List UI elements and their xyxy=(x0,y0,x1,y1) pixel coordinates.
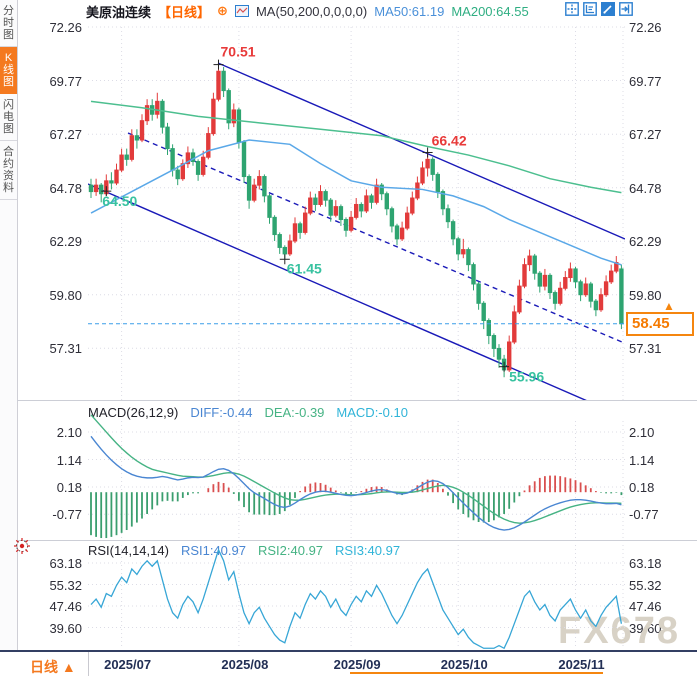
collapse-tool-icon[interactable] xyxy=(619,2,633,16)
period-tag: 【日线】 xyxy=(158,4,211,20)
y-axis-tick-label: 69.77 xyxy=(49,73,82,89)
price-annotation: 64.50 xyxy=(101,186,138,209)
y-axis-tick-label: 72.26 xyxy=(629,20,662,35)
price-up-arrow-icon: ▲ xyxy=(663,299,675,313)
chart-toolbar xyxy=(565,2,633,16)
y-axis-tick-label: 39.60 xyxy=(49,620,82,636)
scale-tool-icon[interactable] xyxy=(583,2,597,16)
y-axis-tick-label: 2.10 xyxy=(629,425,655,441)
rsi-title[interactable]: RSI(14,14,14) xyxy=(88,543,169,558)
price-annotation: 61.45 xyxy=(279,254,322,276)
y-axis-tick-label: 55.32 xyxy=(49,577,82,593)
main-candlestick-chart[interactable]: 70.51 66.42 64.50 61.45 55.96 xyxy=(88,20,625,400)
rsi3-value: RSI3:40.97 xyxy=(335,543,401,558)
trendline xyxy=(217,62,625,240)
watermark-logo: FX678 xyxy=(558,610,680,652)
y-axis-tick-label: 63.18 xyxy=(49,556,82,571)
rsi-indicator-settings-icon[interactable] xyxy=(13,537,31,555)
y-axis-tick-label: 62.29 xyxy=(629,234,662,250)
price-annotation: 70.51 xyxy=(213,44,256,70)
y-axis-tick-label: 67.27 xyxy=(49,127,82,143)
panel-divider-rsi[interactable] xyxy=(17,540,697,541)
macd-title[interactable]: MACD(26,12,9) xyxy=(88,405,179,420)
macd-histogram xyxy=(90,475,623,539)
y-axis-tick-label: 2.10 xyxy=(56,425,82,441)
y-axis-tick-label: 1.14 xyxy=(629,452,655,468)
gridlines xyxy=(88,421,625,538)
macd-dea-value: DEA:-0.39 xyxy=(264,405,325,420)
sidebar-item-kline-chart[interactable]: K线图 xyxy=(0,47,17,94)
bottom-bar-separator xyxy=(88,652,89,676)
y-axis-tick-label: 59.80 xyxy=(629,287,662,303)
y-axis-tick-label: 63.18 xyxy=(629,556,662,571)
y-axis-tick-label: 0.18 xyxy=(56,480,82,496)
period-selector[interactable]: 日线 ▲ xyxy=(30,659,76,675)
price-annotation: 55.96 xyxy=(499,361,544,385)
ma-settings-label[interactable]: MA(50,200,0,0,0,0) xyxy=(255,3,368,19)
panel-divider-macd[interactable] xyxy=(17,400,697,401)
overlay-compare-icon[interactable]: ⊕ xyxy=(217,3,228,18)
y-axis-tick-label: 64.78 xyxy=(49,180,82,196)
sidebar: 分时图 K线图 闪电图 合约资料 xyxy=(0,0,18,676)
y-axis-tick-label: 67.27 xyxy=(629,127,662,143)
crosshair-tool-icon[interactable] xyxy=(565,2,579,16)
y-axis-tick-label: 1.14 xyxy=(56,452,82,468)
ma50-value-label: MA50:61.19 xyxy=(374,3,445,19)
y-axis-tick-label: -0.77 xyxy=(629,507,659,523)
y-axis-tick-label: 47.46 xyxy=(49,599,82,614)
x-axis-label: 2025/08 xyxy=(221,657,269,672)
svg-text:66.42: 66.42 xyxy=(432,132,467,148)
rsi1-value: RSI1:40.97 xyxy=(180,543,246,558)
y-axis-tick-label: 39.60 xyxy=(629,620,662,636)
x-axis-label: 2025/07 xyxy=(104,657,152,672)
ma-indicator-icon[interactable] xyxy=(234,5,249,17)
x-axis-label: 2025/09 xyxy=(333,657,381,672)
svg-text:61.45: 61.45 xyxy=(287,260,322,276)
macd-diff-value: DIFF:-0.44 xyxy=(190,405,253,420)
macd-header: MACD(26,12,9) DIFF:-0.44 DEA:-0.39 MACD:… xyxy=(88,405,408,420)
y-axis-tick-label: -0.77 xyxy=(52,507,82,523)
rsi-header: RSI(14,14,14) RSI1:40.97 RSI2:40.97 RSI3… xyxy=(88,543,401,558)
y-axis-tick-label: 72.26 xyxy=(49,20,82,35)
symbol-name: 美原油连续 xyxy=(86,4,152,20)
x-axis-label: 2025/10 xyxy=(440,657,488,672)
y-axis-tick-label: 57.31 xyxy=(629,341,662,357)
y-axis-tick-label: 0.18 xyxy=(629,480,655,496)
y-axis-tick-label: 59.80 xyxy=(49,287,82,303)
y-axis-tick-label: 55.32 xyxy=(629,577,662,593)
svg-text:55.96: 55.96 xyxy=(509,369,544,385)
gridlines xyxy=(88,26,625,400)
svg-text:64.50: 64.50 xyxy=(102,193,137,209)
y-axis-tick-label: 69.77 xyxy=(629,73,662,89)
rsi-chart[interactable] xyxy=(88,541,625,650)
sidebar-item-contract-info[interactable]: 合约资料 xyxy=(0,141,17,200)
y-axis-tick-label: 57.31 xyxy=(49,341,82,357)
chart-header: 美原油连续 【日线】 ⊕ MA(50,200,0,0,0,0) MA50:61.… xyxy=(86,2,529,20)
sidebar-item-lightning-chart[interactable]: 闪电图 xyxy=(0,94,17,141)
price-annotation: 66.42 xyxy=(422,132,467,158)
svg-text:70.51: 70.51 xyxy=(221,44,256,60)
y-axis-tick-label: 62.29 xyxy=(49,234,82,250)
gridlines xyxy=(88,545,625,648)
y-axis-tick-label: 64.78 xyxy=(629,180,662,196)
y-axis-tick-label: 47.46 xyxy=(629,599,662,614)
macd-chart[interactable] xyxy=(88,403,625,540)
draw-tool-icon[interactable] xyxy=(601,2,615,16)
rsi2-value: RSI2:40.97 xyxy=(257,543,324,558)
macd-value: MACD:-0.10 xyxy=(336,405,408,420)
ma200-value-label: MA200:64.55 xyxy=(451,3,529,19)
current-price-tag: 58.45 xyxy=(626,312,694,336)
sidebar-item-time-chart[interactable]: 分时图 xyxy=(0,0,17,47)
x-axis-label: 2025/11 xyxy=(558,657,605,672)
time-range-scrollbar[interactable] xyxy=(350,672,603,674)
candles-layer xyxy=(88,64,624,378)
